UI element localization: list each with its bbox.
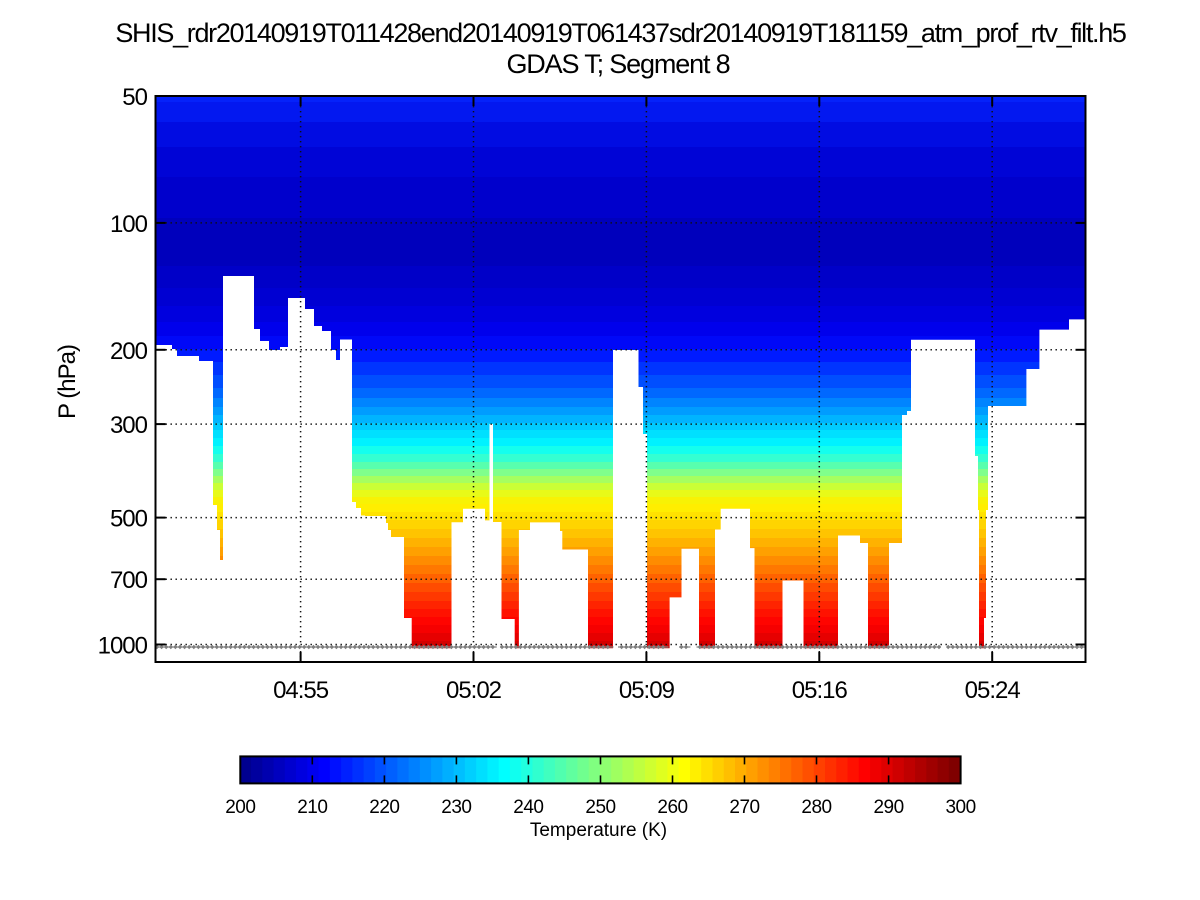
svg-text:240: 240: [513, 797, 543, 818]
svg-text:P (hPa): P (hPa): [54, 345, 81, 419]
svg-text:260: 260: [657, 797, 687, 818]
svg-text:05:09: 05:09: [619, 677, 675, 704]
svg-text:GDAS T; Segment 8: GDAS T; Segment 8: [506, 49, 729, 79]
svg-text:SHIS_rdr20140919T011428end2014: SHIS_rdr20140919T011428end20140919T06143…: [115, 18, 1126, 48]
svg-text:300: 300: [945, 797, 975, 818]
svg-text:280: 280: [801, 797, 831, 818]
svg-text:290: 290: [873, 797, 903, 818]
svg-text:1000: 1000: [98, 633, 148, 660]
svg-text:200: 200: [225, 797, 255, 818]
svg-text:05:24: 05:24: [965, 677, 1021, 704]
svg-text:700: 700: [110, 567, 148, 594]
svg-text:210: 210: [297, 797, 327, 818]
svg-text:220: 220: [369, 797, 399, 818]
svg-text:200: 200: [110, 338, 148, 365]
svg-text:04:55: 04:55: [273, 677, 329, 704]
svg-text:05:16: 05:16: [792, 677, 848, 704]
svg-text:270: 270: [729, 797, 759, 818]
svg-text:05:02: 05:02: [446, 677, 502, 704]
svg-text:250: 250: [585, 797, 615, 818]
svg-text:230: 230: [441, 797, 471, 818]
svg-text:50: 50: [122, 84, 147, 111]
svg-text:100: 100: [110, 211, 148, 238]
svg-text:Temperature (K): Temperature (K): [530, 820, 667, 841]
svg-text:500: 500: [110, 506, 148, 533]
svg-text:300: 300: [110, 412, 148, 439]
